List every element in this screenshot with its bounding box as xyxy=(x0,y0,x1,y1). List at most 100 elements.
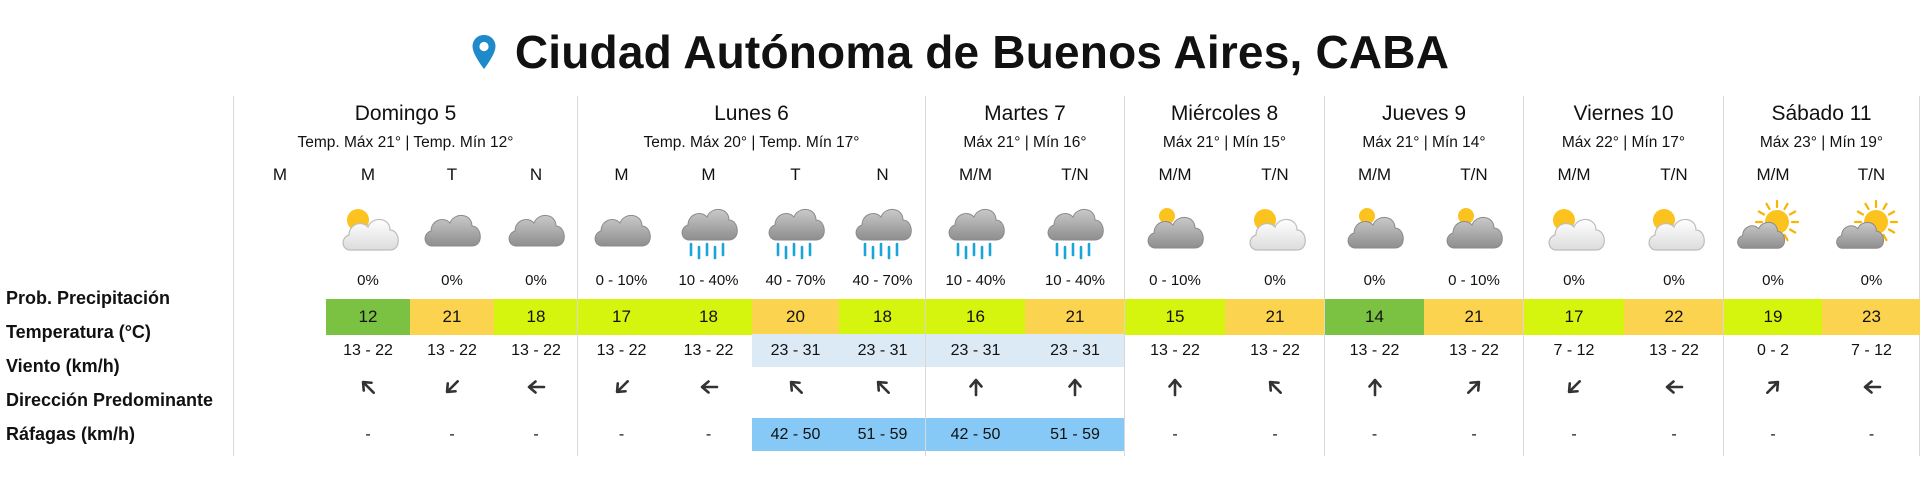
wind-speed: 13 - 22 xyxy=(427,342,477,359)
precipitation-probability: 40 - 70% xyxy=(852,272,913,289)
period-label: T/N xyxy=(1261,165,1289,184)
rain-icon xyxy=(1035,200,1115,262)
day-temperature-range: Temp. Máx 20° | Temp. Mín 17° xyxy=(643,134,860,151)
period-column: M/M 10 - 40% 16 23 - 31 42 - 50 xyxy=(926,96,1025,456)
wind-speed: 23 - 31 xyxy=(926,334,1025,367)
wind-speed: 13 - 22 xyxy=(683,342,734,359)
wind-speed: 13 - 22 xyxy=(1150,342,1200,359)
precipitation-probability: 0% xyxy=(1762,272,1784,289)
cloudy-icon xyxy=(412,200,492,262)
arrow-west-icon xyxy=(525,376,547,398)
partly-cloudy-sun-icon xyxy=(1634,200,1714,262)
wind-speed: 13 - 22 xyxy=(596,342,647,359)
period-column: M/M 0% 17 7 - 12 - xyxy=(1524,96,1624,456)
day-name: Lunes 6 xyxy=(714,102,789,125)
temperature-cell: 21 xyxy=(410,299,494,335)
arrow-west-icon xyxy=(698,376,720,398)
period-column: T/N 0% 23 7 - 12 - xyxy=(1822,96,1920,456)
period-label: M xyxy=(272,165,288,184)
period-column: M 0 - 10% 17 13 - 22 - xyxy=(578,96,665,456)
temperature-cell: 18 xyxy=(494,299,578,335)
precipitation-probability: 0 - 10% xyxy=(1448,272,1500,289)
period-label: M/M xyxy=(958,165,993,184)
day-name: Sábado 11 xyxy=(1771,102,1872,125)
mostly-cloudy-icon xyxy=(1135,200,1215,262)
arrow-northeast-icon xyxy=(1463,376,1485,398)
period-label: T/N xyxy=(1460,165,1488,184)
day-name: Martes 7 xyxy=(984,102,1066,125)
wind-speed: 7 - 12 xyxy=(1553,342,1595,359)
arrow-northwest-icon xyxy=(357,376,379,398)
wind-gusts: - xyxy=(533,426,539,443)
period-label: M xyxy=(701,165,716,184)
wind-gusts: - xyxy=(1671,426,1677,443)
temperature-cell: 18 xyxy=(665,299,752,335)
wind-speed: 13 - 22 xyxy=(1349,342,1400,359)
wind-speed: 7 - 12 xyxy=(1851,342,1892,359)
cloudy-icon xyxy=(582,200,662,262)
wind-speed: 13 - 22 xyxy=(511,342,561,359)
temperature-cell: 15 xyxy=(1125,299,1225,335)
period-column: T 0% 21 13 - 22 - xyxy=(410,96,494,456)
rain-icon xyxy=(843,200,923,262)
wind-gusts: 42 - 50 xyxy=(752,418,839,451)
wind-gusts: - xyxy=(1770,426,1776,443)
temperature-cell: 14 xyxy=(1325,299,1424,335)
day-name: Viernes 10 xyxy=(1573,102,1674,125)
day-column: Sábado 11 Máx 23° | Mín 19° M/M 0% 19 0 - 2 … xyxy=(1723,96,1920,456)
period-label: M/M xyxy=(1557,165,1591,184)
wind-gusts: - xyxy=(618,426,625,443)
wind-gusts: - xyxy=(705,426,712,443)
period-label: T/N xyxy=(1857,165,1886,184)
temperature-cell: 17 xyxy=(1524,299,1624,335)
period-column: M xyxy=(234,96,326,456)
precipitation-probability: 10 - 40% xyxy=(678,272,739,289)
period-label: N xyxy=(876,165,889,184)
precipitation-probability: 0% xyxy=(525,272,547,289)
period-column: M/M 0 - 10% 15 13 - 22 - xyxy=(1125,96,1225,456)
day-column: Domingo 5 Temp. Máx 21° | Temp. Mín 12° M M… xyxy=(233,96,578,456)
arrow-southwest-icon xyxy=(441,376,463,398)
period-label: M/M xyxy=(1158,165,1192,184)
day-column: Jueves 9 Máx 21° | Mín 14° M/M 0% 14 13 - 22… xyxy=(1324,96,1524,456)
day-temperature-range: Máx 21° | Mín 14° xyxy=(1362,134,1486,151)
mostly-cloudy-icon xyxy=(1434,200,1514,262)
row-label-precipitation: Prob. Precipitación xyxy=(6,288,171,308)
location-title: Ciudad Autónoma de Buenos Aires, CABA xyxy=(514,26,1450,78)
period-label: M/M xyxy=(1357,165,1392,184)
wind-gusts: 42 - 50 xyxy=(926,418,1025,451)
day-temperature-range: Temp. Máx 21° | Temp. Mín 12° xyxy=(297,134,514,151)
period-column: N 40 - 70% 18 23 - 31 51 - 59 xyxy=(839,96,926,456)
page-header: Ciudad Autónoma de Buenos Aires, CABA xyxy=(0,22,1920,82)
wind-speed: 13 - 22 xyxy=(343,342,393,359)
wind-speed: 13 - 22 xyxy=(1250,342,1300,359)
period-column: N 0% 18 13 - 22 - xyxy=(494,96,578,456)
wind-speed: 23 - 31 xyxy=(752,334,839,367)
arrow-north-icon xyxy=(1164,376,1186,398)
arrow-north-icon xyxy=(1064,376,1086,398)
period-label: M xyxy=(614,165,629,184)
period-column: T/N 0 - 10% 21 13 - 22 - xyxy=(1424,96,1524,456)
temperature-cell: 21 xyxy=(1225,299,1325,335)
temperature-cell: 12 xyxy=(326,299,410,335)
sunny-cloudy-icon xyxy=(1832,199,1912,262)
mostly-cloudy-icon xyxy=(1335,200,1415,262)
partly-cloudy-sun-icon xyxy=(328,200,408,262)
precipitation-probability: 0% xyxy=(441,272,463,289)
day-column: Martes 7 Máx 21° | Mín 16° M/M 10 - 40% 16 2… xyxy=(925,96,1125,456)
period-column: T/N 0% 21 13 - 22 - xyxy=(1225,96,1325,456)
wind-speed: 0 - 2 xyxy=(1756,342,1789,359)
precipitation-probability: 0% xyxy=(1563,272,1585,289)
wind-gusts: - xyxy=(1172,426,1178,443)
arrow-north-icon xyxy=(965,376,987,398)
wind-gusts: 51 - 59 xyxy=(839,418,926,451)
precipitation-probability: 0 - 10% xyxy=(595,272,648,289)
period-label: M/M xyxy=(1756,165,1790,184)
wind-gusts: - xyxy=(1571,426,1577,443)
day-name: Jueves 9 xyxy=(1381,102,1467,125)
day-temperature-range: Máx 22° | Mín 17° xyxy=(1561,134,1686,151)
precipitation-probability: 0% xyxy=(357,272,379,289)
location-pin-icon xyxy=(472,35,496,69)
day-column: Lunes 6 Temp. Máx 20° | Temp. Mín 17° M 0 … xyxy=(577,96,926,456)
period-column: M/M 0% 14 13 - 22 - xyxy=(1325,96,1424,456)
